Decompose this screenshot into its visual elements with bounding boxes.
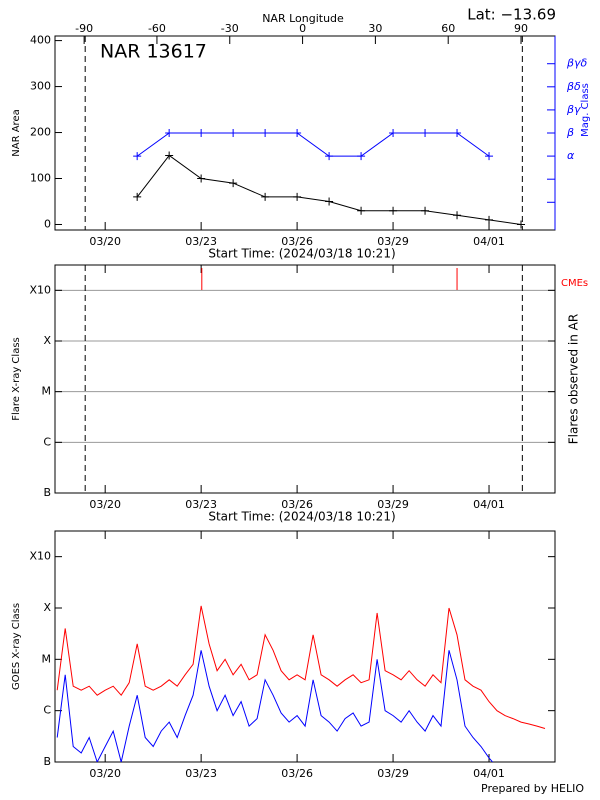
x2-tick-label: -90: [75, 22, 93, 35]
latitude: Lat: −13.69: [467, 6, 556, 24]
marker: [261, 129, 270, 137]
marker: [165, 129, 174, 137]
y-tick-label: B: [43, 486, 51, 499]
x-tick-label: 03/26: [281, 498, 313, 511]
series-line: [56, 605, 546, 729]
x-tick-label: 03/26: [281, 235, 313, 248]
y-tick-label: 400: [30, 34, 51, 47]
cme-label: CMEs: [561, 278, 588, 289]
marker: [453, 129, 462, 137]
plot-frame: [54, 35, 556, 231]
marker: [485, 152, 494, 161]
marker: [229, 179, 238, 188]
x-tick-label: 04/01: [473, 498, 505, 511]
series-line: [136, 132, 490, 157]
marker: [389, 206, 398, 215]
marker: [357, 206, 366, 215]
x-tick-label: 03/23: [185, 767, 217, 780]
series-line: [136, 154, 522, 225]
x2-axis-label: NAR Longitude: [262, 12, 344, 25]
y-tick-label: 0: [44, 217, 51, 230]
marker: [261, 192, 270, 201]
y-tick-label: B: [43, 755, 51, 768]
y-tick-label: M: [42, 652, 52, 665]
plot-frame: [54, 530, 556, 763]
marker: [197, 129, 206, 137]
marker: [421, 129, 430, 137]
chart-title: NAR 13617: [100, 41, 207, 63]
y-tick-label: M: [42, 385, 52, 398]
marker: [133, 192, 142, 201]
x-axis-label: Start Time: (2024/03/18 10:21): [208, 247, 395, 261]
y-axis-label: Flare X-ray Class: [11, 337, 22, 421]
y-tick-label: 300: [30, 80, 51, 93]
series-line: [56, 650, 494, 762]
x-tick-label: 03/20: [89, 767, 121, 780]
x2-tick-label: 30: [368, 22, 382, 35]
y-tick-label: C: [43, 435, 51, 448]
y2-tick-label: α: [567, 149, 575, 162]
y2-axis-label: Mag. Class: [580, 83, 591, 137]
footer: Prepared by HELIO: [481, 782, 584, 795]
x-tick-label: 03/20: [89, 235, 121, 248]
marker: [357, 152, 366, 161]
y-tick-label: 200: [30, 126, 51, 139]
x-tick-label: 03/26: [281, 767, 313, 780]
x-tick-label: 04/01: [473, 235, 505, 248]
y2-tick-label: β: [566, 126, 574, 139]
x-tick-label: 03/29: [377, 235, 409, 248]
y-tick-label: C: [43, 704, 51, 717]
y-axis-label: GOES X-ray Class: [11, 603, 22, 690]
marker: [293, 192, 302, 201]
x2-tick-label: -30: [221, 22, 239, 35]
y2-axis-label: Flares observed in AR: [567, 314, 581, 444]
plot-frame: [54, 264, 556, 494]
marker: [453, 211, 462, 220]
marker: [325, 152, 334, 161]
x-tick-label: 04/01: [473, 767, 505, 780]
y-axis-label: NAR Area: [11, 109, 22, 156]
x-axis-label: Start Time: (2024/03/18 10:21): [208, 510, 395, 524]
x-tick-label: 03/23: [185, 498, 217, 511]
y2-tick-label: βγ: [566, 103, 581, 116]
y2-tick-label: βδ: [566, 80, 581, 93]
marker: [485, 215, 494, 224]
y-tick-label: X: [43, 601, 51, 614]
x2-tick-label: 90: [514, 22, 528, 35]
marker: [517, 220, 526, 229]
y-tick-label: X: [43, 334, 51, 347]
y-tick-label: X10: [29, 283, 51, 296]
x2-tick-label: -60: [148, 22, 166, 35]
marker: [293, 129, 302, 137]
marker: [133, 152, 142, 161]
x-tick-label: 03/20: [89, 498, 121, 511]
x2-tick-label: 0: [299, 22, 306, 35]
y-tick-label: 100: [30, 172, 51, 185]
x-tick-label: 03/29: [377, 767, 409, 780]
x2-tick-label: 60: [441, 22, 455, 35]
marker: [165, 151, 174, 160]
y-tick-label: X10: [29, 550, 51, 563]
marker: [197, 174, 206, 183]
marker: [421, 206, 430, 215]
x-tick-label: 03/29: [377, 498, 409, 511]
marker: [325, 197, 334, 206]
marker: [229, 129, 238, 137]
y2-tick-label: βγδ: [566, 57, 588, 70]
marker: [389, 129, 398, 137]
x-tick-label: 03/23: [185, 235, 217, 248]
